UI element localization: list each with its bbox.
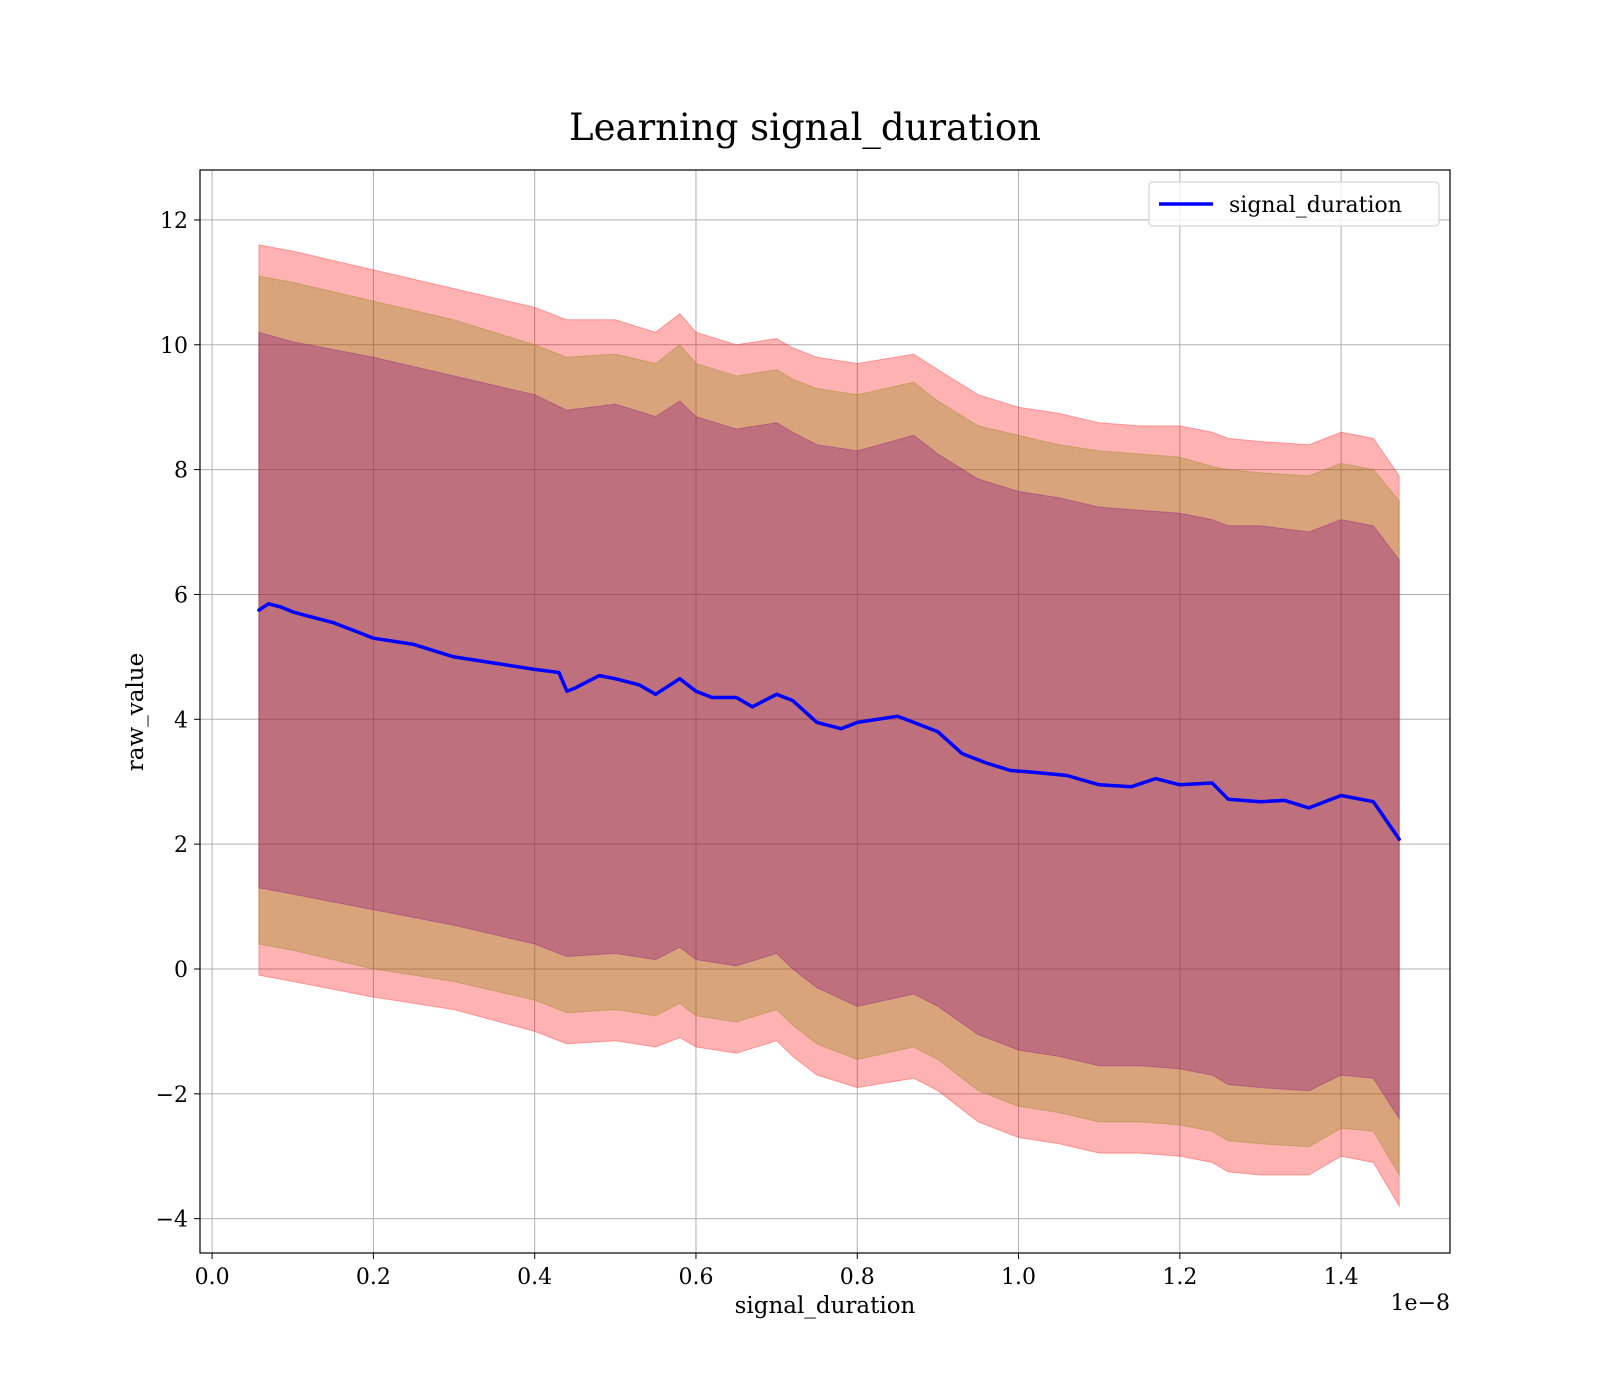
y-axis-ticks: −4 −2 0 2 4 6 8 10 12: [156, 209, 200, 1233]
y-tick-label: 6: [174, 583, 188, 608]
x-axis-ticks: 0.0 0.2 0.4 0.6 0.8 1.0 1.2 1.4: [195, 1253, 1359, 1290]
y-tick-label: 10: [160, 334, 188, 359]
x-tick-label: 0.2: [356, 1265, 391, 1290]
legend: signal_duration: [1148, 181, 1440, 227]
x-tick-label: 0.0: [195, 1265, 230, 1290]
legend-box: [1148, 181, 1440, 227]
chart-title: Learning signal_duration: [569, 106, 1041, 150]
y-tick-label: 4: [174, 708, 188, 733]
series-line: [257, 602, 1401, 841]
x-tick-label: 1.2: [1162, 1265, 1197, 1290]
x-tick-label: 1.4: [1324, 1265, 1359, 1290]
grid-lines: [200, 170, 1450, 1253]
y-tick-label: −2: [156, 1083, 188, 1108]
y-tick-label: 8: [174, 459, 188, 484]
series-lines: [257, 602, 1401, 841]
x-axis-offset-label: 1e−8: [1391, 1291, 1450, 1316]
plot-frame: [199, 169, 1451, 1254]
legend-label: signal_duration: [1229, 193, 1402, 218]
x-tick-label: 0.6: [678, 1265, 713, 1290]
y-tick-label: 0: [174, 958, 188, 983]
y-tick-label: 2: [174, 833, 188, 858]
x-tick-label: 0.8: [840, 1265, 875, 1290]
x-axis-label: signal_duration: [735, 1293, 916, 1319]
y-tick-label: 12: [160, 209, 188, 234]
y-axis-label: raw_value: [123, 653, 149, 771]
x-tick-label: 0.4: [517, 1265, 552, 1290]
x-tick-label: 1.0: [1001, 1265, 1036, 1290]
y-tick-label: −4: [156, 1208, 188, 1233]
